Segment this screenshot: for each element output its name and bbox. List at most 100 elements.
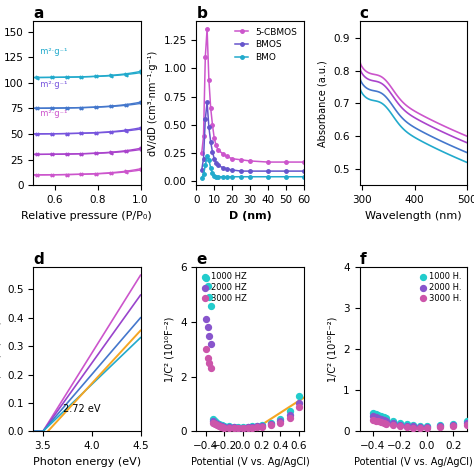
Text: m²·g⁻¹: m²·g⁻¹: [36, 80, 68, 89]
1000 HZ: [204, 283, 211, 290]
1000 H.: [403, 420, 410, 428]
BMO: [301, 174, 307, 180]
Text: m²·g⁻¹: m²·g⁻¹: [36, 109, 68, 118]
1000 HZ: [253, 422, 261, 429]
BMOS: [220, 165, 226, 171]
2000 HZ: [202, 316, 210, 323]
BMO: [229, 174, 235, 180]
1000 HZ: [239, 423, 247, 431]
BMO: [211, 173, 217, 179]
1000 HZ: [244, 423, 252, 430]
3000 H.: [436, 423, 444, 431]
2000 HZ: [225, 423, 233, 431]
1000 HZ: [235, 423, 242, 431]
X-axis label: Relative pressure (P/P₀): Relative pressure (P/P₀): [21, 210, 152, 220]
5-CBMOS: [202, 54, 208, 60]
2000 HZ: [208, 340, 215, 347]
X-axis label: D (nm): D (nm): [228, 210, 272, 220]
5-CBMOS: [238, 157, 244, 163]
Line: BMOS: BMOS: [200, 100, 305, 173]
3000 H.: [423, 424, 430, 431]
BMO: [224, 174, 229, 180]
1000 HZ: [206, 293, 213, 301]
Text: b: b: [196, 6, 207, 21]
2000 HZ: [204, 324, 211, 331]
Text: c: c: [360, 6, 369, 21]
BMOS: [238, 168, 244, 174]
Text: f: f: [360, 252, 366, 267]
5-CBMOS: [211, 136, 217, 141]
3000 H.: [396, 423, 403, 430]
2000 HZ: [235, 424, 242, 431]
Y-axis label: Absorbance (a.u.): Absorbance (a.u.): [318, 60, 328, 147]
BMOS: [224, 166, 229, 172]
2000 HZ: [219, 422, 226, 430]
BMO: [199, 175, 205, 181]
1000 HZ: [225, 423, 233, 430]
2000 HZ: [248, 423, 256, 431]
2000 H.: [450, 421, 457, 429]
3000 H.: [463, 421, 471, 428]
BMOS: [201, 156, 206, 162]
2000 H.: [369, 412, 377, 419]
BMO: [213, 174, 219, 180]
2000 HZ: [267, 420, 275, 428]
2000 H.: [403, 422, 410, 429]
3000 HZ: [217, 423, 224, 430]
3000 H.: [369, 416, 377, 424]
BMOS: [204, 100, 210, 105]
1000 HZ: [267, 419, 275, 427]
BMO: [220, 174, 226, 180]
BMO: [265, 174, 271, 180]
1000 HZ: [248, 423, 256, 430]
Y-axis label: 1/C² (10¹⁰F⁻²): 1/C² (10¹⁰F⁻²): [328, 317, 337, 382]
1000 HZ: [208, 302, 215, 310]
2000 H.: [416, 423, 424, 430]
3000 H.: [377, 419, 385, 426]
3000 HZ: [210, 419, 217, 427]
1000 H.: [389, 417, 397, 425]
Y-axis label: dV/dD (cm³·nm⁻¹·g⁻¹): dV/dD (cm³·nm⁻¹·g⁻¹): [148, 51, 158, 156]
3000 H.: [450, 423, 457, 430]
BMO: [204, 154, 210, 159]
BMO: [283, 174, 289, 180]
2000 H.: [383, 417, 390, 425]
BMOS: [247, 168, 253, 174]
3000 HZ: [295, 403, 303, 411]
1000 H.: [396, 419, 403, 427]
5-CBMOS: [247, 158, 253, 164]
2000 H.: [380, 417, 387, 424]
2000 HZ: [211, 419, 219, 427]
BMO: [202, 163, 208, 168]
1000 H.: [369, 409, 377, 417]
2000 HZ: [210, 417, 217, 425]
2000 HZ: [215, 421, 223, 428]
3000 HZ: [202, 346, 210, 353]
3000 HZ: [235, 424, 242, 432]
BMOS: [301, 168, 307, 174]
BMOS: [265, 168, 271, 174]
2000 H.: [423, 423, 430, 430]
2000 HZ: [277, 417, 284, 425]
5-CBMOS: [204, 26, 210, 32]
1000 HZ: [213, 419, 221, 427]
1000 HZ: [217, 421, 224, 428]
1000 HZ: [220, 422, 228, 429]
3000 H.: [410, 424, 417, 431]
1000 HZ: [210, 415, 217, 423]
X-axis label: Photon energy (eV): Photon energy (eV): [33, 456, 141, 466]
BMOS: [202, 116, 208, 122]
2000 H.: [463, 419, 471, 427]
1000 HZ: [295, 392, 303, 400]
3000 HZ: [267, 421, 275, 429]
2000 H.: [389, 419, 397, 427]
3000 HZ: [204, 354, 211, 361]
2000 H.: [396, 421, 403, 428]
BMOS: [229, 167, 235, 173]
Line: 5-CBMOS: 5-CBMOS: [200, 27, 305, 164]
BMO: [208, 165, 213, 171]
5-CBMOS: [215, 147, 221, 153]
2000 HZ: [220, 423, 228, 430]
5-CBMOS: [206, 77, 212, 82]
5-CBMOS: [210, 122, 215, 128]
